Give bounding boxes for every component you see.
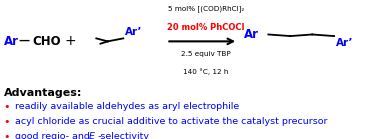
Text: 2.5 equiv TBP: 2.5 equiv TBP — [181, 51, 231, 57]
Text: Ar: Ar — [244, 28, 259, 41]
Text: readily available aldehydes as aryl electrophile: readily available aldehydes as aryl elec… — [15, 102, 239, 111]
Text: Advantages:: Advantages: — [4, 88, 82, 98]
Text: •: • — [4, 102, 10, 112]
Text: Ar’: Ar’ — [336, 38, 353, 48]
Text: •: • — [4, 132, 10, 139]
Text: —: — — [18, 35, 29, 45]
Text: 140 °C, 12 h: 140 °C, 12 h — [183, 68, 229, 75]
Text: 20 mol% PhCOCl: 20 mol% PhCOCl — [167, 23, 245, 32]
Text: Ar: Ar — [4, 35, 19, 48]
Text: Ar’: Ar’ — [125, 27, 143, 37]
Text: -selectivity: -selectivity — [98, 132, 150, 139]
Text: good regio- and: good regio- and — [15, 132, 93, 139]
Text: E: E — [89, 132, 95, 139]
Text: 5 mol% [(COD)RhCl]₂: 5 mol% [(COD)RhCl]₂ — [168, 5, 244, 12]
Text: acyl chloride as crucial additive to activate the catalyst precursor: acyl chloride as crucial additive to act… — [15, 117, 328, 126]
Text: •: • — [4, 117, 10, 127]
Text: +: + — [64, 34, 76, 48]
Text: CHO: CHO — [32, 35, 61, 48]
